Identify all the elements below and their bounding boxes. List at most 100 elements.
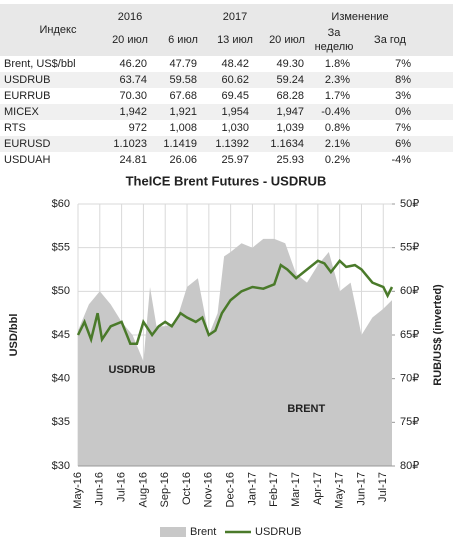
x-tick-label: May-17 [334, 472, 346, 509]
table-cell: -0.4% [321, 106, 350, 118]
header-cell: 6 июл [168, 34, 198, 46]
x-tick-label: Sep-16 [159, 472, 171, 507]
table-cell: Brent, US$/bbl [4, 58, 76, 70]
table-cell: 70.30 [119, 90, 147, 102]
y-tick-label: $30 [52, 460, 70, 472]
table-cell: 2.3% [325, 74, 350, 86]
y2-tick-label: 80₽ [400, 460, 419, 472]
table-cell: 1,039 [276, 122, 304, 134]
header-cell: 20 июл [112, 34, 148, 46]
header-cell: Индекс [40, 24, 77, 36]
table-cell: 1.1419 [163, 138, 197, 150]
table-cell: 59.24 [276, 74, 304, 86]
table-cell: MICEX [4, 106, 40, 118]
x-tick-label: Feb-17 [268, 472, 280, 507]
y2-tick-label: 75₽ [400, 416, 419, 428]
legend-label: USDRUB [255, 526, 301, 538]
table-row-bg [0, 72, 453, 88]
header-cell: 2017 [223, 11, 247, 23]
table-cell: 0.8% [325, 122, 350, 134]
header-cell: 20 июл [269, 34, 305, 46]
y-tick-label: $35 [52, 416, 70, 428]
table-cell: 1.7% [325, 90, 350, 102]
table-cell: 49.30 [276, 58, 304, 70]
y2-tick-label: 70₽ [400, 373, 419, 385]
series-layer [78, 238, 392, 466]
y-tick-label: $50 [52, 285, 70, 297]
table-cell: 1.1023 [113, 138, 147, 150]
table-cell: 25.93 [276, 154, 304, 166]
table-cell: 8% [395, 74, 411, 86]
table-cell: 48.42 [221, 58, 249, 70]
y-tick-label: $60 [52, 198, 70, 210]
x-tick-label: Apr-17 [312, 472, 324, 505]
header-cell: 13 июл [217, 34, 253, 46]
table-cell: 7% [395, 58, 411, 70]
legend-swatch [160, 527, 186, 537]
header-cell: неделю [315, 41, 354, 53]
table-cell: 47.79 [169, 58, 197, 70]
y-tick-label: $45 [52, 329, 70, 341]
table-cell: 67.68 [169, 90, 197, 102]
table-cell: 24.81 [119, 154, 147, 166]
annotation: USDRUB [109, 364, 156, 376]
annotation: BRENT [287, 403, 325, 415]
table-cell: 63.74 [119, 74, 147, 86]
x-tick-label: Dec-16 [225, 472, 237, 507]
x-tick-label: Jun-16 [94, 472, 106, 506]
table-cell: 60.62 [221, 74, 249, 86]
table-cell: 0% [395, 106, 411, 118]
table-cell: 46.20 [119, 58, 147, 70]
table-cell: 1,947 [276, 106, 304, 118]
table-cell: 69.45 [221, 90, 249, 102]
y-axis-label: USD/bbl [8, 314, 20, 357]
header-cell: За год [374, 34, 406, 46]
header-cell: За [328, 27, 342, 39]
table-cell: 1.1634 [270, 138, 304, 150]
x-tick-label: Oct-16 [181, 472, 193, 505]
table-cell: 26.06 [169, 154, 197, 166]
table-cell: 6% [395, 138, 411, 150]
table-cell: 1.8% [325, 58, 350, 70]
chart-title: TheICE Brent Futures - USDRUB [126, 173, 327, 188]
x-tick-label: Jun-17 [355, 472, 367, 506]
header-cell: 2016 [118, 11, 142, 23]
table-cell: 7% [395, 122, 411, 134]
y-tick-label: $55 [52, 242, 70, 254]
x-tick-label: May-16 [72, 472, 84, 509]
legend-label: Brent [190, 526, 216, 538]
table-cell: 2.1% [325, 138, 350, 150]
y2-tick-label: 55₽ [400, 242, 419, 254]
table-cell: -4% [391, 154, 411, 166]
x-tick-label: Jul-17 [377, 472, 389, 502]
y2-tick-label: 50₽ [400, 198, 419, 210]
table-header-bg [0, 4, 453, 56]
x-tick-label: Jan-17 [246, 472, 258, 506]
table-cell: 972 [129, 122, 147, 134]
table-cell: 59.58 [169, 74, 197, 86]
area [78, 238, 392, 466]
x-tick-label: Nov-16 [203, 472, 215, 507]
x-tick-label: Mar-17 [290, 472, 302, 507]
y-tick-label: $40 [52, 373, 70, 385]
x-tick-label: Aug-16 [137, 472, 149, 507]
table-row-bg [0, 136, 453, 152]
table-cell: 3% [395, 90, 411, 102]
table-cell: USDUAH [4, 154, 51, 166]
table-cell: 68.28 [276, 90, 304, 102]
table-cell: 25.97 [221, 154, 249, 166]
table-cell: 1,030 [221, 122, 249, 134]
table-cell: 1.1392 [215, 138, 249, 150]
y2-axis-label: RUB/US$ (inverted) [432, 284, 444, 386]
table-cell: RTS [4, 122, 26, 134]
header-cell: Изменение [331, 11, 388, 23]
table-cell: USDRUB [4, 74, 50, 86]
x-tick-label: Jul-16 [116, 472, 128, 502]
table-cell: 1,008 [169, 122, 197, 134]
y2-tick-label: 60₽ [400, 285, 419, 297]
line [76, 258, 394, 345]
table-cell: 0.2% [325, 154, 350, 166]
table-row-bg [0, 104, 453, 120]
table-cell: EURUSD [4, 138, 51, 150]
